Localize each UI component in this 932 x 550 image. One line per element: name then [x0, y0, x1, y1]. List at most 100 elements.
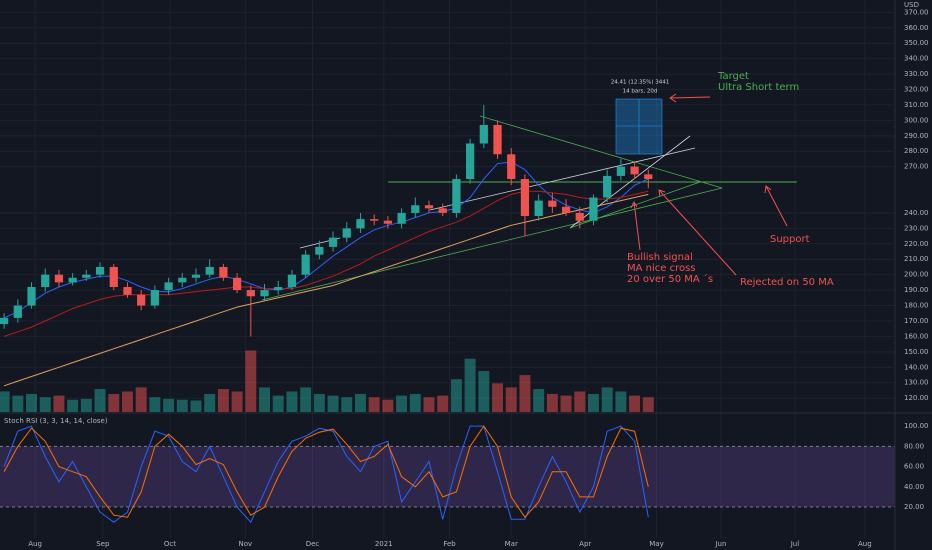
volume-bar [505, 387, 517, 412]
y-tick-label: 280.00 [904, 147, 929, 155]
candle-body [328, 237, 338, 247]
candle-body [424, 205, 434, 209]
panel-title: Stoch RSI (3, 3, 14, 14, close) [4, 417, 108, 425]
x-tick-label: 2021 [375, 540, 393, 548]
volume-bar [464, 358, 476, 412]
candle-body [178, 277, 187, 283]
y-tick-label: 340.00 [904, 55, 929, 63]
candle-body [164, 282, 173, 291]
grid [0, 0, 895, 538]
volume-bar [492, 383, 504, 412]
candle-body [452, 178, 461, 213]
volume-bar [0, 391, 10, 412]
y-tick-label: 160.00 [904, 332, 929, 340]
candle-body [54, 274, 64, 283]
y-tick-label: 80.00 [904, 442, 924, 450]
candle-body [561, 206, 571, 213]
candle-body [68, 277, 77, 283]
x-tick-label: Jun [714, 540, 726, 548]
volume-bar [354, 393, 366, 412]
volume-bar [121, 391, 133, 412]
annotation: MA nice cross [627, 263, 696, 274]
arrows [630, 93, 788, 276]
volume-bar [533, 389, 545, 412]
y-tick-label: 360.00 [904, 24, 929, 32]
trend-line [429, 147, 696, 211]
candle-body [507, 154, 516, 179]
candle-body [219, 266, 228, 278]
y-tick-label: 200.00 [904, 271, 929, 279]
marks [0, 104, 895, 524]
y-tick-label: 320.00 [904, 85, 929, 93]
volume-bar [190, 400, 202, 412]
y-tick-label: 270.00 [904, 163, 929, 171]
moving-average [3, 193, 649, 387]
volume-bar [231, 391, 243, 412]
candle-body [370, 219, 379, 221]
candle-body [123, 287, 132, 295]
volume-bar [108, 393, 120, 412]
candle-body [589, 197, 598, 221]
arrow [669, 93, 711, 103]
y-tick-label: 130.00 [904, 379, 929, 387]
candle-body [630, 166, 639, 175]
candle-body [13, 305, 22, 318]
candle-body [0, 317, 9, 325]
arrow [764, 185, 788, 227]
measure-label: 14 bars, 20d [623, 89, 658, 95]
volume-bar [67, 399, 79, 412]
candle-body [520, 178, 530, 217]
candle-body [41, 274, 50, 288]
y-tick-label: 100.00 [904, 422, 929, 430]
candle-body [246, 290, 255, 297]
annotation: Rejected on 50 MA [740, 277, 834, 288]
candle-body [274, 287, 283, 291]
x-tick-label: Sep [96, 540, 110, 548]
y-tick-label: 350.00 [904, 39, 929, 47]
arrow [658, 189, 737, 276]
volume-bar [286, 391, 298, 412]
volume-bar [135, 387, 147, 412]
candle-body [356, 219, 365, 229]
candle-body [644, 174, 653, 179]
y-tick-label: 290.00 [904, 132, 929, 140]
annotation: 20 over 50 MA ´s [627, 273, 713, 285]
candle-body [411, 205, 420, 213]
candle-body [534, 200, 543, 217]
candle-body [150, 290, 159, 306]
volume-bar [409, 393, 421, 412]
candle-body [27, 287, 36, 306]
band [0, 446, 895, 508]
moving-average [3, 190, 649, 337]
volume-bar [341, 397, 353, 412]
volume-bar [642, 397, 654, 412]
y-tick-label: 220.00 [904, 240, 929, 248]
stoch-line [3, 425, 649, 519]
volume-bar [94, 389, 106, 412]
volume-bar [12, 395, 24, 412]
x-tick-label: Feb [443, 540, 456, 548]
y-tick-label: 20.00 [904, 503, 924, 511]
x-tick-label: Aug [28, 540, 42, 548]
y-tick-label: 170.00 [904, 317, 929, 325]
x-tick-label: Mar [505, 540, 518, 548]
volume-bar [176, 399, 188, 412]
y-tick-label: 230.00 [904, 224, 929, 232]
stoch-line [3, 425, 649, 524]
y-tick-label: 120.00 [904, 394, 929, 402]
y-tick-label: 330.00 [904, 70, 929, 78]
volume-bar [519, 375, 531, 412]
volume-bar [615, 391, 627, 412]
candle-body [260, 290, 269, 297]
volume-bar [423, 397, 435, 412]
volume-bar [368, 397, 380, 412]
volume-bar [574, 391, 586, 412]
candle-body [397, 212, 406, 224]
candle-body [82, 274, 91, 278]
y-tick-label: 310.00 [904, 101, 929, 109]
candle-body [575, 212, 584, 221]
volume-bar [437, 395, 449, 412]
candle-body [137, 294, 146, 306]
arrow [630, 200, 641, 251]
